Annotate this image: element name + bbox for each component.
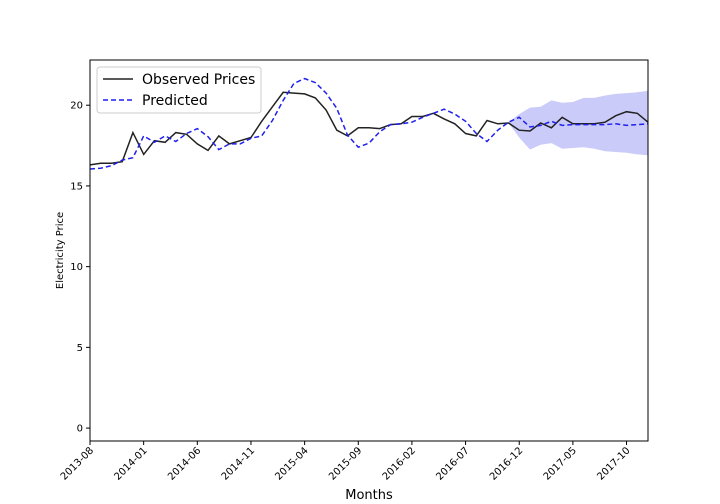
x-axis-label: Months (345, 488, 393, 503)
legend: Observed Prices Predicted (96, 66, 262, 114)
x-axis: 2013-08 2014-01 2014-06 2014-11 2015-04 2015-… (59, 441, 633, 483)
x-tick-label: 2016-02 (381, 445, 418, 482)
y-axis-label: Electricity Price (55, 212, 66, 289)
y-axis: 0 5 10 15 20 (70, 101, 90, 435)
y-tick-label: 15 (70, 181, 83, 192)
x-tick-label: 2015-09 (327, 445, 364, 482)
legend-label-observed: Observed Prices (142, 72, 255, 88)
confidence-band (508, 90, 648, 156)
plot-area (89, 77, 649, 170)
legend-box (96, 66, 262, 114)
legend-label-predicted: Predicted (142, 93, 208, 109)
x-tick-label: 2017-05 (542, 445, 579, 482)
y-tick-label: 20 (70, 101, 83, 112)
x-tick-label: 2017-10 (595, 445, 632, 482)
x-tick-label: 2014-01 (112, 445, 149, 482)
y-tick-label: 5 (77, 343, 83, 354)
x-tick-label: 2013-08 (59, 445, 96, 482)
plot-frame (89, 59, 649, 442)
y-tick-label: 10 (70, 262, 83, 273)
series-line-predicted (89, 77, 649, 170)
x-tick-label: 2016-07 (434, 445, 471, 482)
series-line-observed (89, 91, 649, 166)
y-tick-label: 0 (77, 424, 83, 435)
x-tick-label: 2015-04 (273, 445, 310, 482)
x-tick-label: 2014-11 (220, 445, 257, 482)
x-tick-label: 2014-06 (166, 445, 203, 482)
x-tick-label: 2016-12 (488, 445, 525, 482)
